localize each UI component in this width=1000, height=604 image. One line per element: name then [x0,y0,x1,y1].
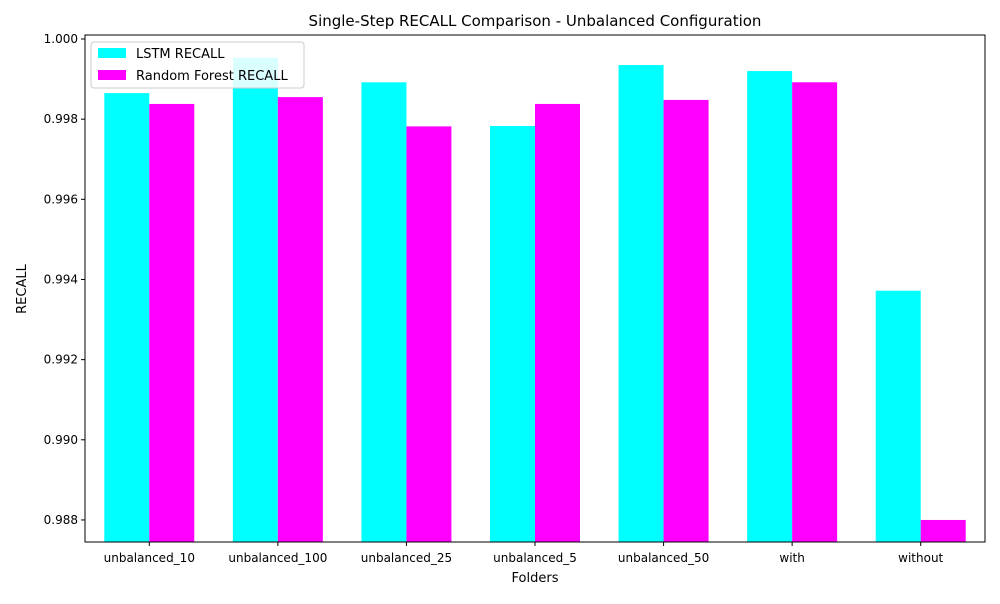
legend-swatch-random-forest [98,70,126,80]
x-tick-label: unbalanced_50 [618,551,709,565]
y-axis: 0.988 0.990 0.992 0.994 0.996 0.998 1.000 [44,32,85,527]
legend-label-random-forest: Random Forest RECALL [136,69,288,84]
bar-random-forest-unbalanced_50 [663,99,709,543]
y-tick-label: 0.990 [44,433,78,447]
bars-layer [104,57,966,543]
y-axis-label: RECALL [15,263,30,313]
legend-box [90,41,305,89]
bar-lstm-unbalanced_50 [618,65,664,542]
x-tick-label: unbalanced_5 [493,551,577,565]
bar-lstm-with [747,71,793,542]
bar-random-forest-unbalanced_100 [277,97,323,543]
y-tick-label: 0.998 [44,112,78,126]
x-tick-label: unbalanced_100 [228,551,327,565]
y-tick-label: 0.988 [44,513,78,527]
bar-lstm-unbalanced_100 [232,57,278,542]
bar-lstm-without [875,290,921,542]
chart-title: Single-Step RECALL Comparison - Unbalanc… [309,12,762,30]
y-tick-label: 1.000 [44,32,78,46]
bar-lstm-unbalanced_5 [490,125,535,542]
y-tick-label: 0.994 [44,272,78,286]
x-tick-label: with [779,551,804,565]
y-tick-label: 0.996 [44,192,78,206]
x-axis: unbalanced_10 unbalanced_100 unbalanced_25… [104,542,944,565]
bar-lstm-unbalanced_10 [104,93,150,543]
x-tick-label: without [898,551,943,565]
legend: LSTM RECALL Random Forest RECALL [90,41,305,89]
bar-random-forest-unbalanced_10 [149,103,195,542]
bar-lstm-unbalanced_25 [361,82,407,542]
bar-random-forest-without [920,519,966,542]
legend-swatch-lstm [98,48,126,58]
legend-label-lstm: LSTM RECALL [136,47,225,62]
x-tick-label: unbalanced_25 [361,551,452,565]
bar-random-forest-unbalanced_5 [535,103,580,542]
bar-random-forest-unbalanced_25 [406,126,452,542]
x-tick-label: unbalanced_10 [104,551,195,565]
x-axis-label: Folders [512,571,559,586]
bar-random-forest-with [792,82,838,542]
y-tick-label: 0.992 [44,353,78,367]
